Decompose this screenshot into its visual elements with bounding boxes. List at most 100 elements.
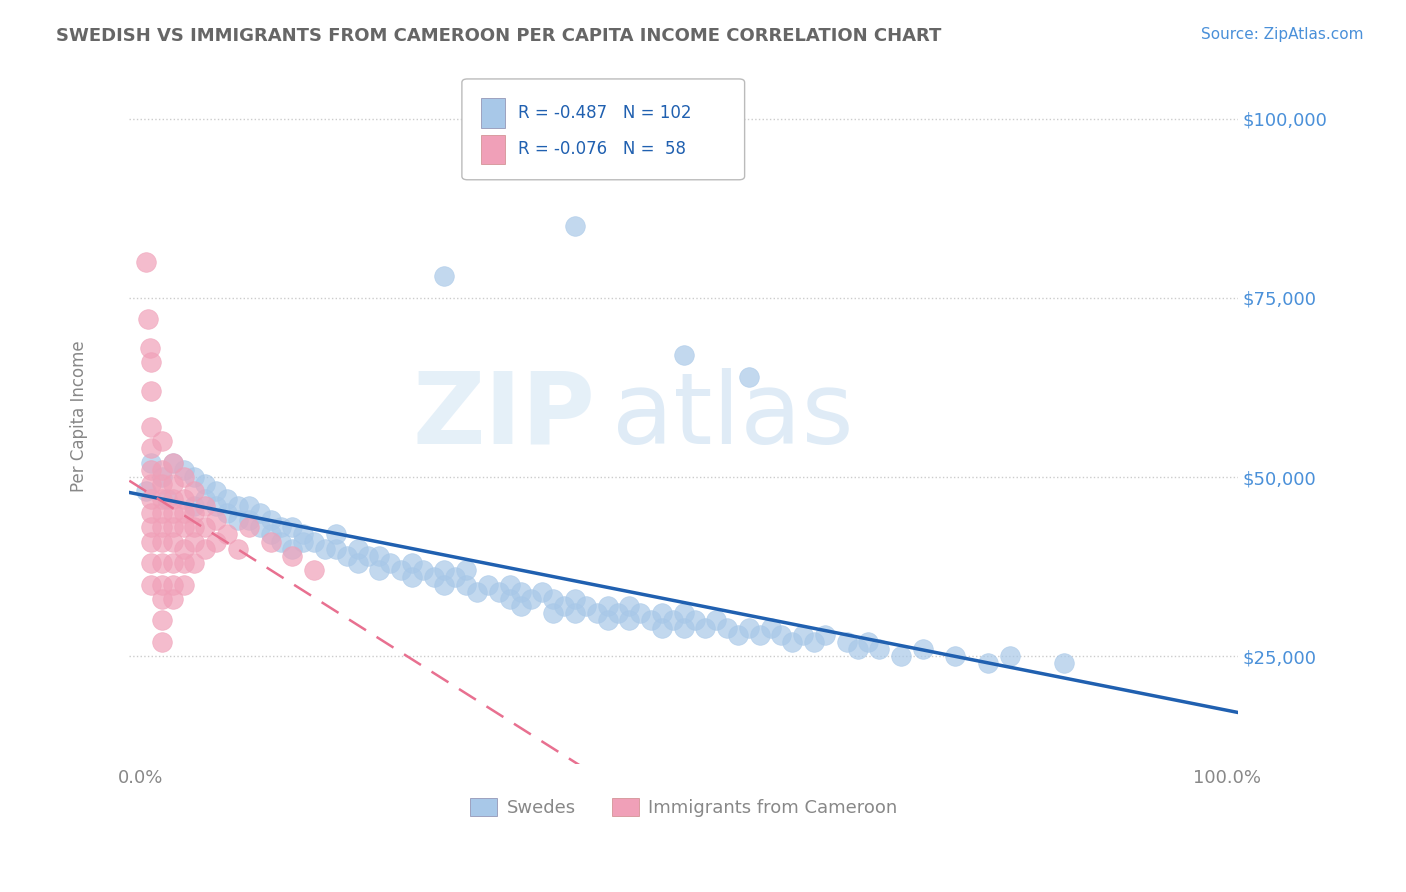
Point bbox=[270, 520, 292, 534]
Point bbox=[640, 614, 662, 628]
Point bbox=[135, 484, 157, 499]
Point bbox=[150, 577, 173, 591]
Point bbox=[401, 570, 423, 584]
Point bbox=[150, 591, 173, 606]
Point bbox=[368, 549, 391, 563]
Point bbox=[346, 556, 368, 570]
Point bbox=[139, 534, 162, 549]
Point bbox=[217, 527, 239, 541]
Point bbox=[150, 534, 173, 549]
Point bbox=[575, 599, 598, 614]
Point bbox=[302, 563, 325, 577]
Point bbox=[661, 614, 683, 628]
Point bbox=[325, 527, 347, 541]
Point bbox=[977, 657, 1000, 671]
Point bbox=[628, 607, 651, 621]
Point bbox=[156, 491, 179, 506]
Point bbox=[183, 506, 205, 520]
Point bbox=[911, 642, 934, 657]
Point bbox=[139, 456, 162, 470]
Point bbox=[814, 628, 837, 642]
Point bbox=[433, 269, 456, 284]
Point bbox=[998, 649, 1021, 664]
Point bbox=[194, 541, 217, 556]
Point bbox=[499, 591, 522, 606]
Point bbox=[281, 549, 304, 563]
Point bbox=[672, 348, 695, 362]
Point bbox=[205, 484, 228, 499]
Point bbox=[456, 577, 478, 591]
Point bbox=[183, 556, 205, 570]
Point bbox=[433, 577, 456, 591]
Point bbox=[150, 477, 173, 491]
Point bbox=[292, 527, 315, 541]
Point bbox=[173, 491, 195, 506]
Point bbox=[738, 369, 761, 384]
Point bbox=[150, 491, 173, 506]
Point bbox=[150, 556, 173, 570]
Point bbox=[139, 556, 162, 570]
Point bbox=[488, 584, 510, 599]
Point bbox=[770, 628, 793, 642]
Point bbox=[465, 584, 488, 599]
Point bbox=[139, 420, 162, 434]
Point bbox=[456, 563, 478, 577]
Point bbox=[259, 527, 281, 541]
Point bbox=[162, 456, 184, 470]
Point bbox=[194, 491, 217, 506]
Point bbox=[226, 499, 249, 513]
Point bbox=[162, 534, 184, 549]
Point bbox=[292, 534, 315, 549]
Point bbox=[520, 591, 543, 606]
Point bbox=[422, 570, 444, 584]
Point bbox=[139, 506, 162, 520]
Point bbox=[226, 541, 249, 556]
Point bbox=[150, 470, 173, 484]
Point bbox=[173, 556, 195, 570]
Point bbox=[433, 563, 456, 577]
Point bbox=[499, 577, 522, 591]
Point bbox=[183, 534, 205, 549]
Point bbox=[890, 649, 912, 664]
Point bbox=[162, 506, 184, 520]
Point bbox=[585, 607, 607, 621]
Point bbox=[541, 591, 564, 606]
Point bbox=[139, 577, 162, 591]
Point bbox=[803, 635, 825, 649]
Point bbox=[183, 470, 205, 484]
Point bbox=[139, 442, 162, 456]
Point bbox=[162, 577, 184, 591]
Point bbox=[738, 621, 761, 635]
Point bbox=[194, 520, 217, 534]
Point bbox=[858, 635, 880, 649]
Point bbox=[139, 491, 162, 506]
Point bbox=[249, 506, 271, 520]
Point bbox=[596, 614, 619, 628]
Point bbox=[139, 463, 162, 477]
Point bbox=[238, 513, 260, 527]
Point bbox=[704, 614, 727, 628]
Point bbox=[162, 556, 184, 570]
Point bbox=[748, 628, 770, 642]
Point bbox=[651, 621, 673, 635]
Point bbox=[173, 470, 195, 484]
Point bbox=[541, 607, 564, 621]
Point bbox=[651, 607, 673, 621]
Point bbox=[281, 541, 304, 556]
Point bbox=[683, 614, 706, 628]
Point bbox=[173, 506, 195, 520]
Point bbox=[346, 541, 368, 556]
Point bbox=[183, 499, 205, 513]
Point bbox=[716, 621, 738, 635]
Point bbox=[139, 477, 162, 491]
Point bbox=[401, 556, 423, 570]
Point bbox=[302, 534, 325, 549]
Point bbox=[162, 591, 184, 606]
Point bbox=[672, 621, 695, 635]
Point bbox=[139, 355, 162, 369]
Text: atlas: atlas bbox=[612, 368, 853, 465]
Point bbox=[259, 534, 281, 549]
Point bbox=[205, 499, 228, 513]
Point bbox=[150, 520, 173, 534]
Point bbox=[150, 614, 173, 628]
